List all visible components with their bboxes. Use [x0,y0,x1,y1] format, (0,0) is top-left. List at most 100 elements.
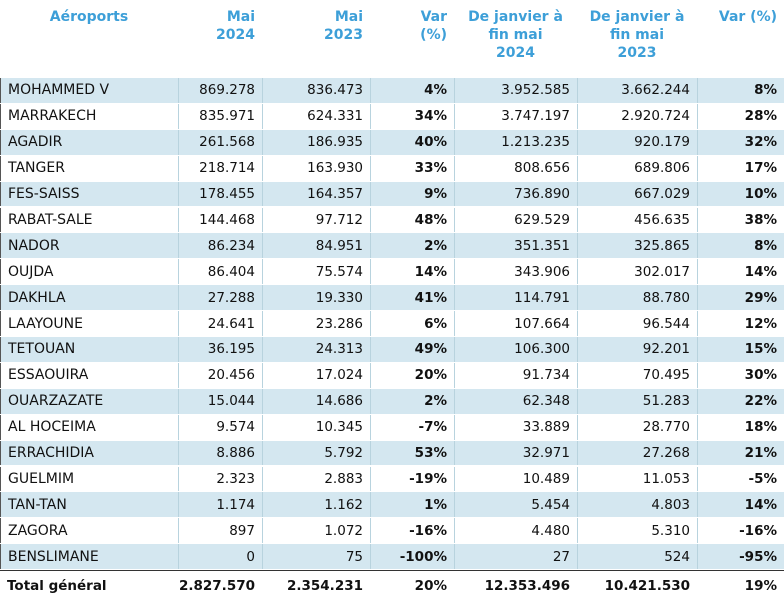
cell: De janvier à fin mai 2023 [577,0,697,78]
header-text: 2024 [216,27,255,43]
cell: 97.712 [262,207,370,233]
cell: 29% [697,285,784,311]
cell: 667.029 [577,181,697,207]
table-row: AL HOCEIMA 9.574 10.345 -7% 33.889 28.770 18% [0,414,784,441]
cell: 51.283 [577,388,697,414]
cell: TANGER [0,155,178,181]
cell: 629.529 [454,207,577,233]
cell: 5.454 [454,492,577,518]
table-row: MOHAMMED V 869.278 836.473 4% 3.952.585 3.662… [0,78,784,104]
cell: 20% [414,577,447,594]
header-text: (%) [420,27,447,43]
cell: 9% [370,181,454,207]
cell: 869.278 [178,78,262,103]
header-text: fin mai [488,27,543,43]
cell: 107.664 [454,311,577,336]
cell: MOHAMMED V [0,78,178,103]
cell: 524 [577,544,697,570]
cell: 33.889 [454,414,577,440]
cell: -7% [370,414,454,440]
cell: 23.286 [262,311,370,336]
cell: 15.044 [178,388,262,414]
header-text: De janvier à [468,9,563,25]
cell: 49% [370,337,454,362]
cell: Aéroports [0,0,178,78]
cell: 325.865 [577,233,697,259]
table-row: TETOUAN 36.195 24.313 49% 106.300 92.201 15% [0,337,784,363]
cell: TETOUAN [0,337,178,362]
cell: 114.791 [454,285,577,311]
cell: 0 [178,544,262,570]
cell: 456.635 [577,207,697,233]
cell: 48% [370,207,454,233]
cell: 2.354.231 [286,577,363,594]
cell: 92.201 [577,337,697,362]
cell: 14% [697,492,784,518]
cell: 40% [370,129,454,155]
cell: 163.930 [262,155,370,181]
cell: 343.906 [454,259,577,285]
cell: Mai 2023 [262,0,370,78]
cell: 2% [370,388,454,414]
header-text: De janvier à [589,9,685,25]
cell: 32.971 [454,440,577,466]
header-text: 2023 [617,45,657,61]
cell: 835.971 [178,103,262,129]
cell: 3.662.244 [577,78,697,103]
cell: 34% [370,103,454,129]
header-text: Mai [226,9,255,25]
cell: 1.072 [262,518,370,544]
cell: 86.234 [178,233,262,259]
cell: NADOR [0,233,178,259]
cell: 8% [697,233,784,259]
table-row: ESSAOUIRA 20.456 17.024 20% 91.734 70.495 30% [0,362,784,389]
table-row: TAN-TAN 1.174 1.162 1% 5.454 4.803 14% [0,492,784,519]
cell: 20.456 [178,362,262,388]
cell: 27.288 [178,285,262,311]
cell: 2.323 [178,466,262,492]
cell: 10.421.530 [604,577,690,594]
cell: De janvier à fin mai 2024 [454,0,577,78]
cell: TAN-TAN [0,492,178,518]
cell: 15% [697,337,784,362]
cell: 4.480 [454,518,577,544]
cell: Mai 2024 [178,0,262,78]
cell: -16% [370,518,454,544]
cell: 38% [697,207,784,233]
header-text: Var (%) [718,9,777,25]
cell: 33% [370,155,454,181]
cell: Var (%) [370,0,454,78]
cell: LAAYOUNE [0,311,178,336]
cell: 106.300 [454,337,577,362]
table-row: AGADIR 261.568 186.935 40% 1.213.235 920.179 3… [0,129,784,156]
table-row: RABAT-SALE 144.468 97.712 48% 629.529 456.635… [0,207,784,234]
header-text: 2024 [496,45,535,61]
cell: ERRACHIDIA [0,440,178,466]
table-row: NADOR 86.234 84.951 2% 351.351 325.865 8% [0,233,784,260]
cell: 75.574 [262,259,370,285]
cell: Total général [7,577,107,594]
cell: 17.024 [262,362,370,388]
cell: 41% [370,285,454,311]
cell: -95% [697,544,784,570]
table-row: DAKHLA 27.288 19.330 41% 114.791 88.780 29% [0,285,784,312]
header-text: Aéroports [49,9,129,25]
cell: 920.179 [577,129,697,155]
cell: -19% [370,466,454,492]
table-row: FES-SAISS 178.455 164.357 9% 736.890 667.029 1… [0,181,784,208]
cell: -100% [370,544,454,570]
cell: AL HOCEIMA [0,414,178,440]
cell: 10% [697,181,784,207]
header-text: Mai [334,9,363,25]
table-row: OUARZAZATE 15.044 14.686 2% 62.348 51.283 22% [0,388,784,415]
table-row: BENSLIMANE 0 75 -100% 27 524 -95% [0,544,784,571]
cell: 19.330 [262,285,370,311]
header-row: Aéroports Mai 2024 Mai 2023 Var (%) De janvier … [0,0,784,78]
cell: 302.017 [577,259,697,285]
cell: 27 [454,544,577,570]
cell: 14% [370,259,454,285]
cell: 14% [697,259,784,285]
cell: OUJDA [0,259,178,285]
cell: 21% [697,440,784,466]
cell: 186.935 [262,129,370,155]
